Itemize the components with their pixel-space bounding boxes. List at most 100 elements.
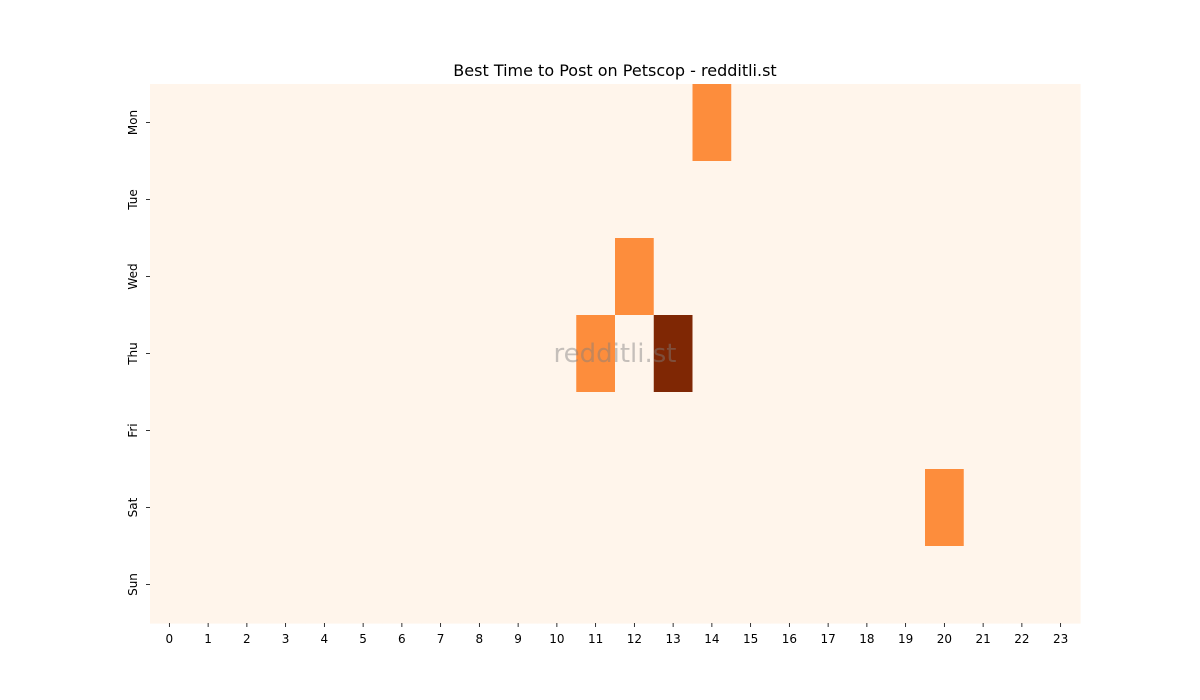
heatmap-cell <box>150 392 190 470</box>
heatmap-cell <box>498 315 539 393</box>
x-tick-label: 21 <box>975 632 990 646</box>
heatmap-cell <box>808 315 849 393</box>
watermark-text: redditli.st <box>554 339 677 369</box>
heatmap-cell <box>460 392 500 470</box>
heatmap-cell <box>150 546 190 624</box>
heatmap-cell <box>963 161 1004 239</box>
heatmap-cell <box>808 469 849 547</box>
heatmap-cell <box>847 546 887 624</box>
heatmap-cell <box>1041 546 1081 624</box>
heatmap-cell <box>808 546 849 624</box>
heatmap-cell <box>847 392 887 470</box>
heatmap-cell <box>460 238 500 316</box>
heatmap-cell <box>421 238 461 316</box>
heatmap-cell <box>615 84 655 162</box>
heatmap-cell <box>963 315 1004 393</box>
x-tick-label: 9 <box>514 632 522 646</box>
x-tick-label: 13 <box>665 632 680 646</box>
heatmap-cell <box>150 238 190 316</box>
heatmap-cell <box>770 84 810 162</box>
heatmap-cell <box>382 546 422 624</box>
heatmap-cell <box>421 161 461 239</box>
heatmap-cell <box>498 161 539 239</box>
x-tick-label: 14 <box>704 632 719 646</box>
heatmap-cell <box>847 469 887 547</box>
heatmap-cell <box>653 392 694 470</box>
heatmap-cell <box>731 469 771 547</box>
heatmap-cell <box>692 84 732 162</box>
heatmap-cell <box>1002 469 1042 547</box>
heatmap-cell <box>886 238 926 316</box>
heatmap-cell <box>576 469 616 547</box>
heatmap-cell <box>266 315 306 393</box>
heatmap-cell <box>460 469 500 547</box>
heatmap-cell <box>150 469 190 547</box>
heatmap-cell <box>925 392 965 470</box>
heatmap-cell <box>188 84 229 162</box>
heatmap-cell <box>266 469 306 547</box>
y-tick-label: Sat <box>126 497 140 517</box>
x-tick-label: 20 <box>937 632 952 646</box>
heatmap-cell <box>886 392 926 470</box>
heatmap-cell <box>576 546 616 624</box>
heatmap-cell <box>770 238 810 316</box>
heatmap-cell <box>1041 238 1081 316</box>
x-tick-label: 10 <box>549 632 564 646</box>
heatmap-cell <box>498 392 539 470</box>
heatmap-cell <box>537 546 577 624</box>
heatmap-cell <box>537 84 577 162</box>
heatmap-cell <box>925 315 965 393</box>
heatmap-cell <box>808 238 849 316</box>
heatmap-cell <box>266 238 306 316</box>
heatmap-cell <box>576 84 616 162</box>
heatmap-cell <box>537 315 577 393</box>
heatmap-cell <box>382 84 422 162</box>
heatmap-cell <box>1041 469 1081 547</box>
heatmap-cell <box>305 546 345 624</box>
heatmap-cell <box>305 315 345 393</box>
heatmap-cell <box>537 392 577 470</box>
heatmap-cell <box>150 84 190 162</box>
heatmap-cell <box>1002 392 1042 470</box>
x-tick-label: 4 <box>321 632 329 646</box>
heatmap-cell <box>343 546 384 624</box>
heatmap-cell <box>1002 546 1042 624</box>
heatmap-cell <box>925 469 965 547</box>
x-axis: 0 1 2 3 4 5 6 7 8 9 10 11 12 13 14 15 16 17 18 19 20 21 22 23 <box>166 623 1068 646</box>
heatmap-cell <box>343 161 384 239</box>
heatmap-cell <box>731 392 771 470</box>
heatmap-cell <box>770 469 810 547</box>
heatmap-cell <box>421 546 461 624</box>
x-tick-label: 0 <box>166 632 174 646</box>
x-tick-label: 18 <box>859 632 874 646</box>
heatmap-cell <box>1041 315 1081 393</box>
x-tick-label: 7 <box>437 632 445 646</box>
x-tick-label: 1 <box>204 632 212 646</box>
heatmap-cell <box>808 84 849 162</box>
heatmap-cell <box>227 546 267 624</box>
heatmap-cell <box>653 546 694 624</box>
heatmap-cell <box>770 315 810 393</box>
heatmap-cell <box>963 238 1004 316</box>
heatmap-cell <box>227 469 267 547</box>
heatmap-cell <box>886 546 926 624</box>
heatmap-cell <box>692 315 732 393</box>
heatmap-cell <box>808 161 849 239</box>
heatmap-cell <box>460 315 500 393</box>
heatmap-cell <box>343 238 384 316</box>
heatmap-cell <box>498 84 539 162</box>
y-tick-label: Thu <box>126 342 140 366</box>
heatmap-cell <box>925 161 965 239</box>
heatmap-cell <box>343 392 384 470</box>
heatmap-cell <box>886 315 926 393</box>
x-tick-label: 6 <box>398 632 406 646</box>
heatmap-cell <box>537 469 577 547</box>
x-tick-label: 3 <box>282 632 290 646</box>
heatmap-cell <box>847 315 887 393</box>
heatmap-cell <box>576 161 616 239</box>
heatmap-cell <box>343 84 384 162</box>
heatmap-cell <box>188 315 229 393</box>
heatmap-cell <box>692 546 732 624</box>
heatmap-cell <box>305 161 345 239</box>
